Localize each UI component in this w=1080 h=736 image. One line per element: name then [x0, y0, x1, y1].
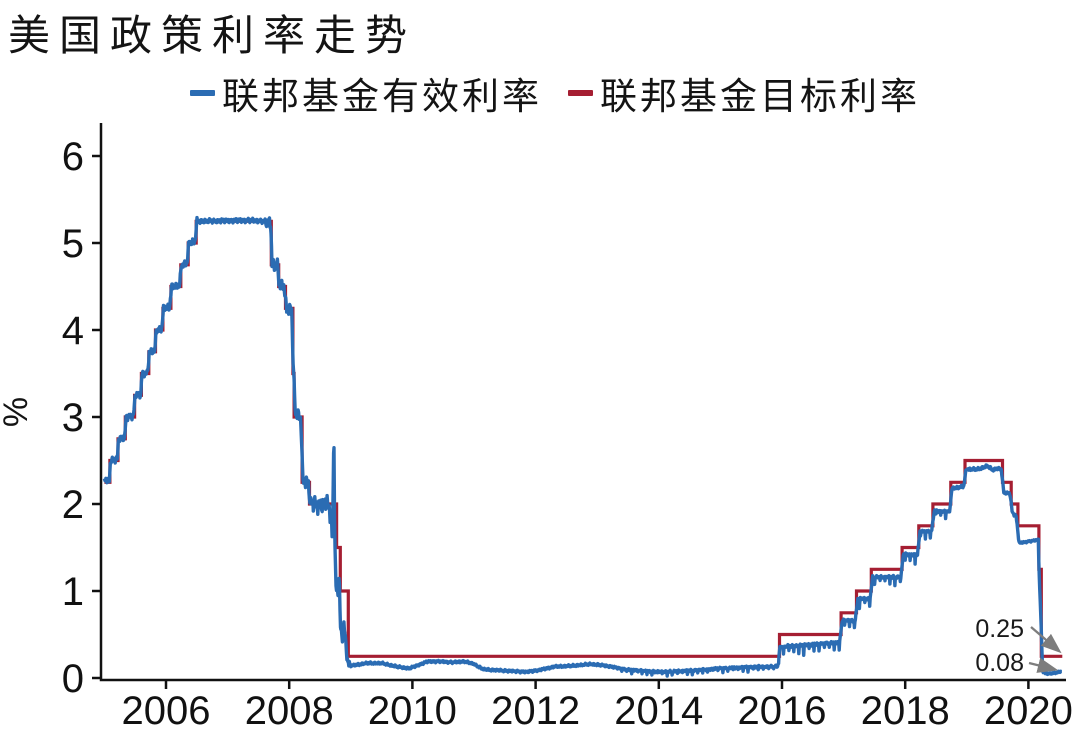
y-tick-label: 1 [62, 570, 84, 614]
x-tick-label: 2010 [368, 689, 457, 733]
x-tick-label: 2012 [491, 689, 580, 733]
annotations: 0.25 0.08 [975, 615, 1062, 677]
annotation-effective-rate-value: 0.08 [975, 649, 1024, 677]
series-lines [102, 215, 1064, 678]
x-tick-label: 2014 [614, 689, 703, 733]
y-tick-label: 0 [62, 657, 84, 701]
legend-label: 联邦基金有效利率 [222, 77, 542, 118]
annotation-arrow [1028, 657, 1059, 673]
annotation-arrow [1030, 626, 1062, 654]
annotation-target-rate-value: 0.25 [975, 615, 1024, 643]
target-rate-line [104, 219, 1063, 658]
legend-item-target-rate: 联邦基金目标利率 [568, 66, 920, 120]
chart-title: 美国政策利率走势 [8, 14, 417, 60]
y-tick-label: 5 [62, 222, 84, 266]
x-tick-label: 2020 [984, 689, 1073, 733]
y-tick-label: 2 [62, 483, 84, 527]
x-tick-label: 2008 [245, 689, 334, 733]
y-tick-label: 3 [62, 396, 84, 440]
x-tick-label: 2018 [861, 689, 950, 733]
legend-item-effective-rate: 联邦基金有效利率 [190, 66, 542, 120]
effective-rate-line [102, 215, 1064, 678]
y-tick-label: 4 [62, 309, 84, 353]
axes: 0 1 2 3 4 5 6 2006 2008 2010 2012 2014 2016 2018 2020 [62, 123, 1073, 733]
x-tick-label: 2016 [738, 689, 827, 733]
x-tick-label: 2006 [122, 689, 211, 733]
y-axis-label: % [0, 397, 35, 427]
legend-line-swatch-red [568, 90, 593, 96]
legend: 联邦基金有效利率 联邦基金目标利率 [190, 66, 920, 120]
legend-line-swatch-blue [190, 90, 215, 96]
y-tick-label: 6 [62, 135, 84, 179]
legend-label: 联邦基金目标利率 [600, 77, 920, 118]
axis-spines [99, 123, 1066, 682]
